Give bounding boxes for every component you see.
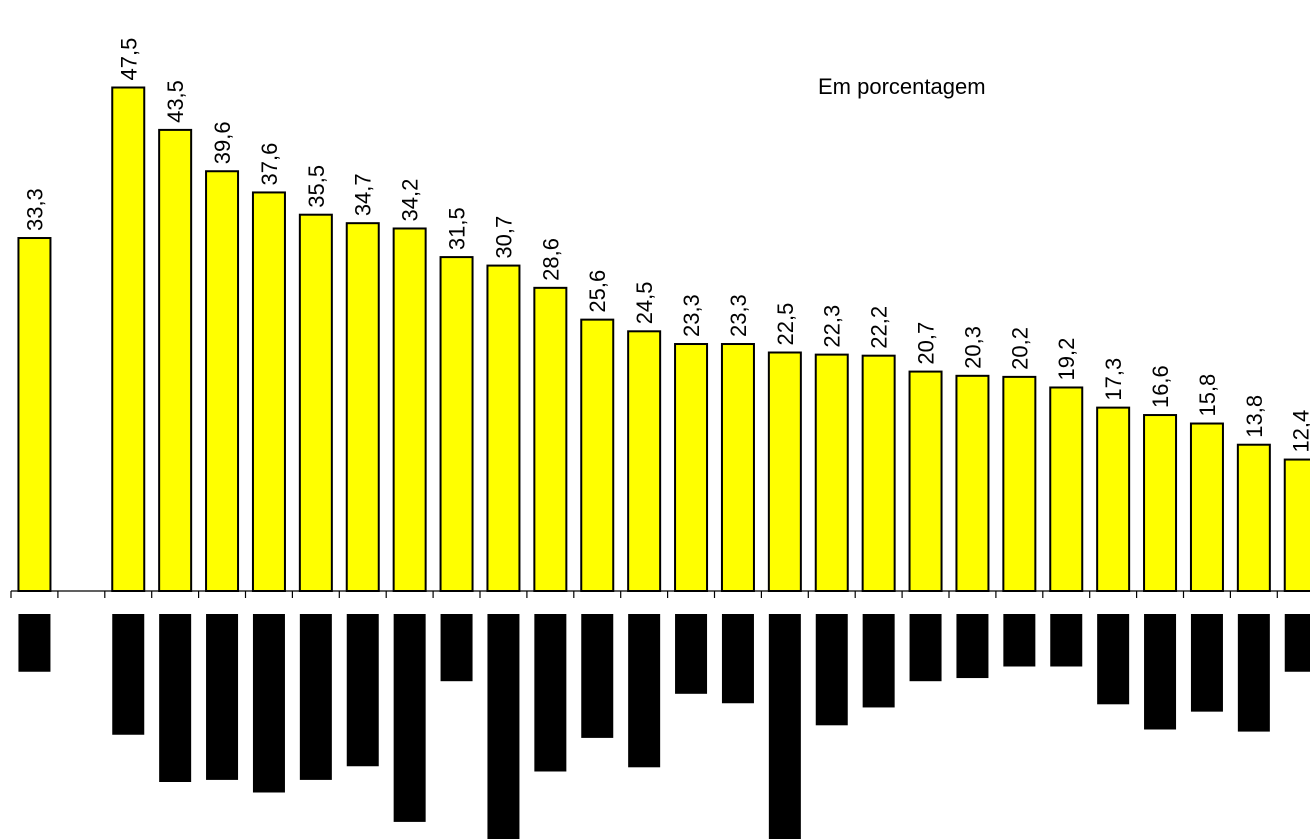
data-label: 12,4 xyxy=(1289,410,1310,453)
data-label: 19,2 xyxy=(1054,338,1079,381)
data-label: 39,6 xyxy=(210,121,235,164)
lower-bar xyxy=(956,614,989,679)
bar xyxy=(908,370,943,592)
bar xyxy=(345,222,380,592)
data-label: 20,3 xyxy=(960,326,985,369)
bar xyxy=(627,330,662,592)
lower-bar xyxy=(1284,614,1310,672)
data-label: 15,8 xyxy=(1195,374,1220,417)
lower-bar xyxy=(721,614,754,704)
data-label: 28,6 xyxy=(538,238,563,281)
bar xyxy=(1236,443,1271,592)
data-label: 47,5 xyxy=(116,38,141,81)
lower-bar xyxy=(534,614,567,772)
bar xyxy=(1049,386,1084,593)
bar xyxy=(1143,414,1178,593)
lower-bar xyxy=(1097,614,1130,705)
bar xyxy=(1002,375,1037,592)
lower-bar xyxy=(1190,614,1223,712)
data-label: 22,5 xyxy=(773,303,798,346)
bar xyxy=(17,237,52,593)
lower-bar xyxy=(440,614,473,682)
data-label: 31,5 xyxy=(445,207,470,250)
data-label: 34,2 xyxy=(398,179,423,222)
bar xyxy=(439,256,474,592)
data-label: 25,6 xyxy=(585,270,610,313)
bar xyxy=(1283,458,1310,592)
data-label: 20,2 xyxy=(1007,327,1032,370)
lower-bar xyxy=(346,614,379,767)
lower-bar xyxy=(206,614,239,780)
lower-bar xyxy=(768,614,801,839)
bar xyxy=(533,286,568,592)
bar xyxy=(861,354,896,592)
lower-bar xyxy=(1003,614,1036,667)
lower-bar xyxy=(815,614,848,726)
lower-bar xyxy=(581,614,614,738)
data-label: 35,5 xyxy=(304,165,329,208)
data-label: 37,6 xyxy=(257,143,282,186)
bar xyxy=(486,264,521,592)
lower-bar xyxy=(675,614,708,694)
bar xyxy=(674,343,709,592)
data-label: 23,3 xyxy=(726,294,751,337)
bar xyxy=(955,374,990,592)
lower-bar xyxy=(862,614,895,708)
data-label: 16,6 xyxy=(1148,365,1173,408)
bar xyxy=(720,343,755,592)
bar xyxy=(392,227,427,592)
bar xyxy=(1189,422,1224,592)
lower-bar xyxy=(252,614,285,793)
data-label: 20,7 xyxy=(914,322,939,365)
lower-bar xyxy=(909,614,942,682)
data-label: 23,3 xyxy=(679,294,704,337)
bar xyxy=(158,128,193,592)
data-label: 30,7 xyxy=(491,216,516,259)
bar xyxy=(580,318,615,592)
data-label: 33,3 xyxy=(22,188,47,231)
lower-bar xyxy=(299,614,332,780)
lower-bar xyxy=(487,614,520,839)
data-label: 43,5 xyxy=(163,80,188,123)
lower-bar xyxy=(18,614,51,672)
lower-bar xyxy=(1237,614,1270,732)
lower-bar xyxy=(393,614,426,822)
data-label: 13,8 xyxy=(1242,395,1267,438)
lower-bar xyxy=(1144,614,1177,730)
lower-bar xyxy=(112,614,145,735)
bar xyxy=(251,191,286,592)
data-label: 34,7 xyxy=(351,173,376,216)
lower-bar xyxy=(159,614,192,782)
bar xyxy=(111,86,146,592)
lower-bar xyxy=(628,614,661,768)
bar xyxy=(1096,406,1131,592)
unit-label: Em porcentagem xyxy=(818,74,986,99)
bar xyxy=(767,351,802,592)
data-label: 22,2 xyxy=(867,306,892,349)
bar xyxy=(205,170,240,593)
data-label: 22,3 xyxy=(820,305,845,348)
data-label: 17,3 xyxy=(1101,358,1126,401)
lower-bar xyxy=(1050,614,1083,667)
data-label: 24,5 xyxy=(632,281,657,324)
bar xyxy=(298,213,333,592)
bar xyxy=(814,353,849,592)
